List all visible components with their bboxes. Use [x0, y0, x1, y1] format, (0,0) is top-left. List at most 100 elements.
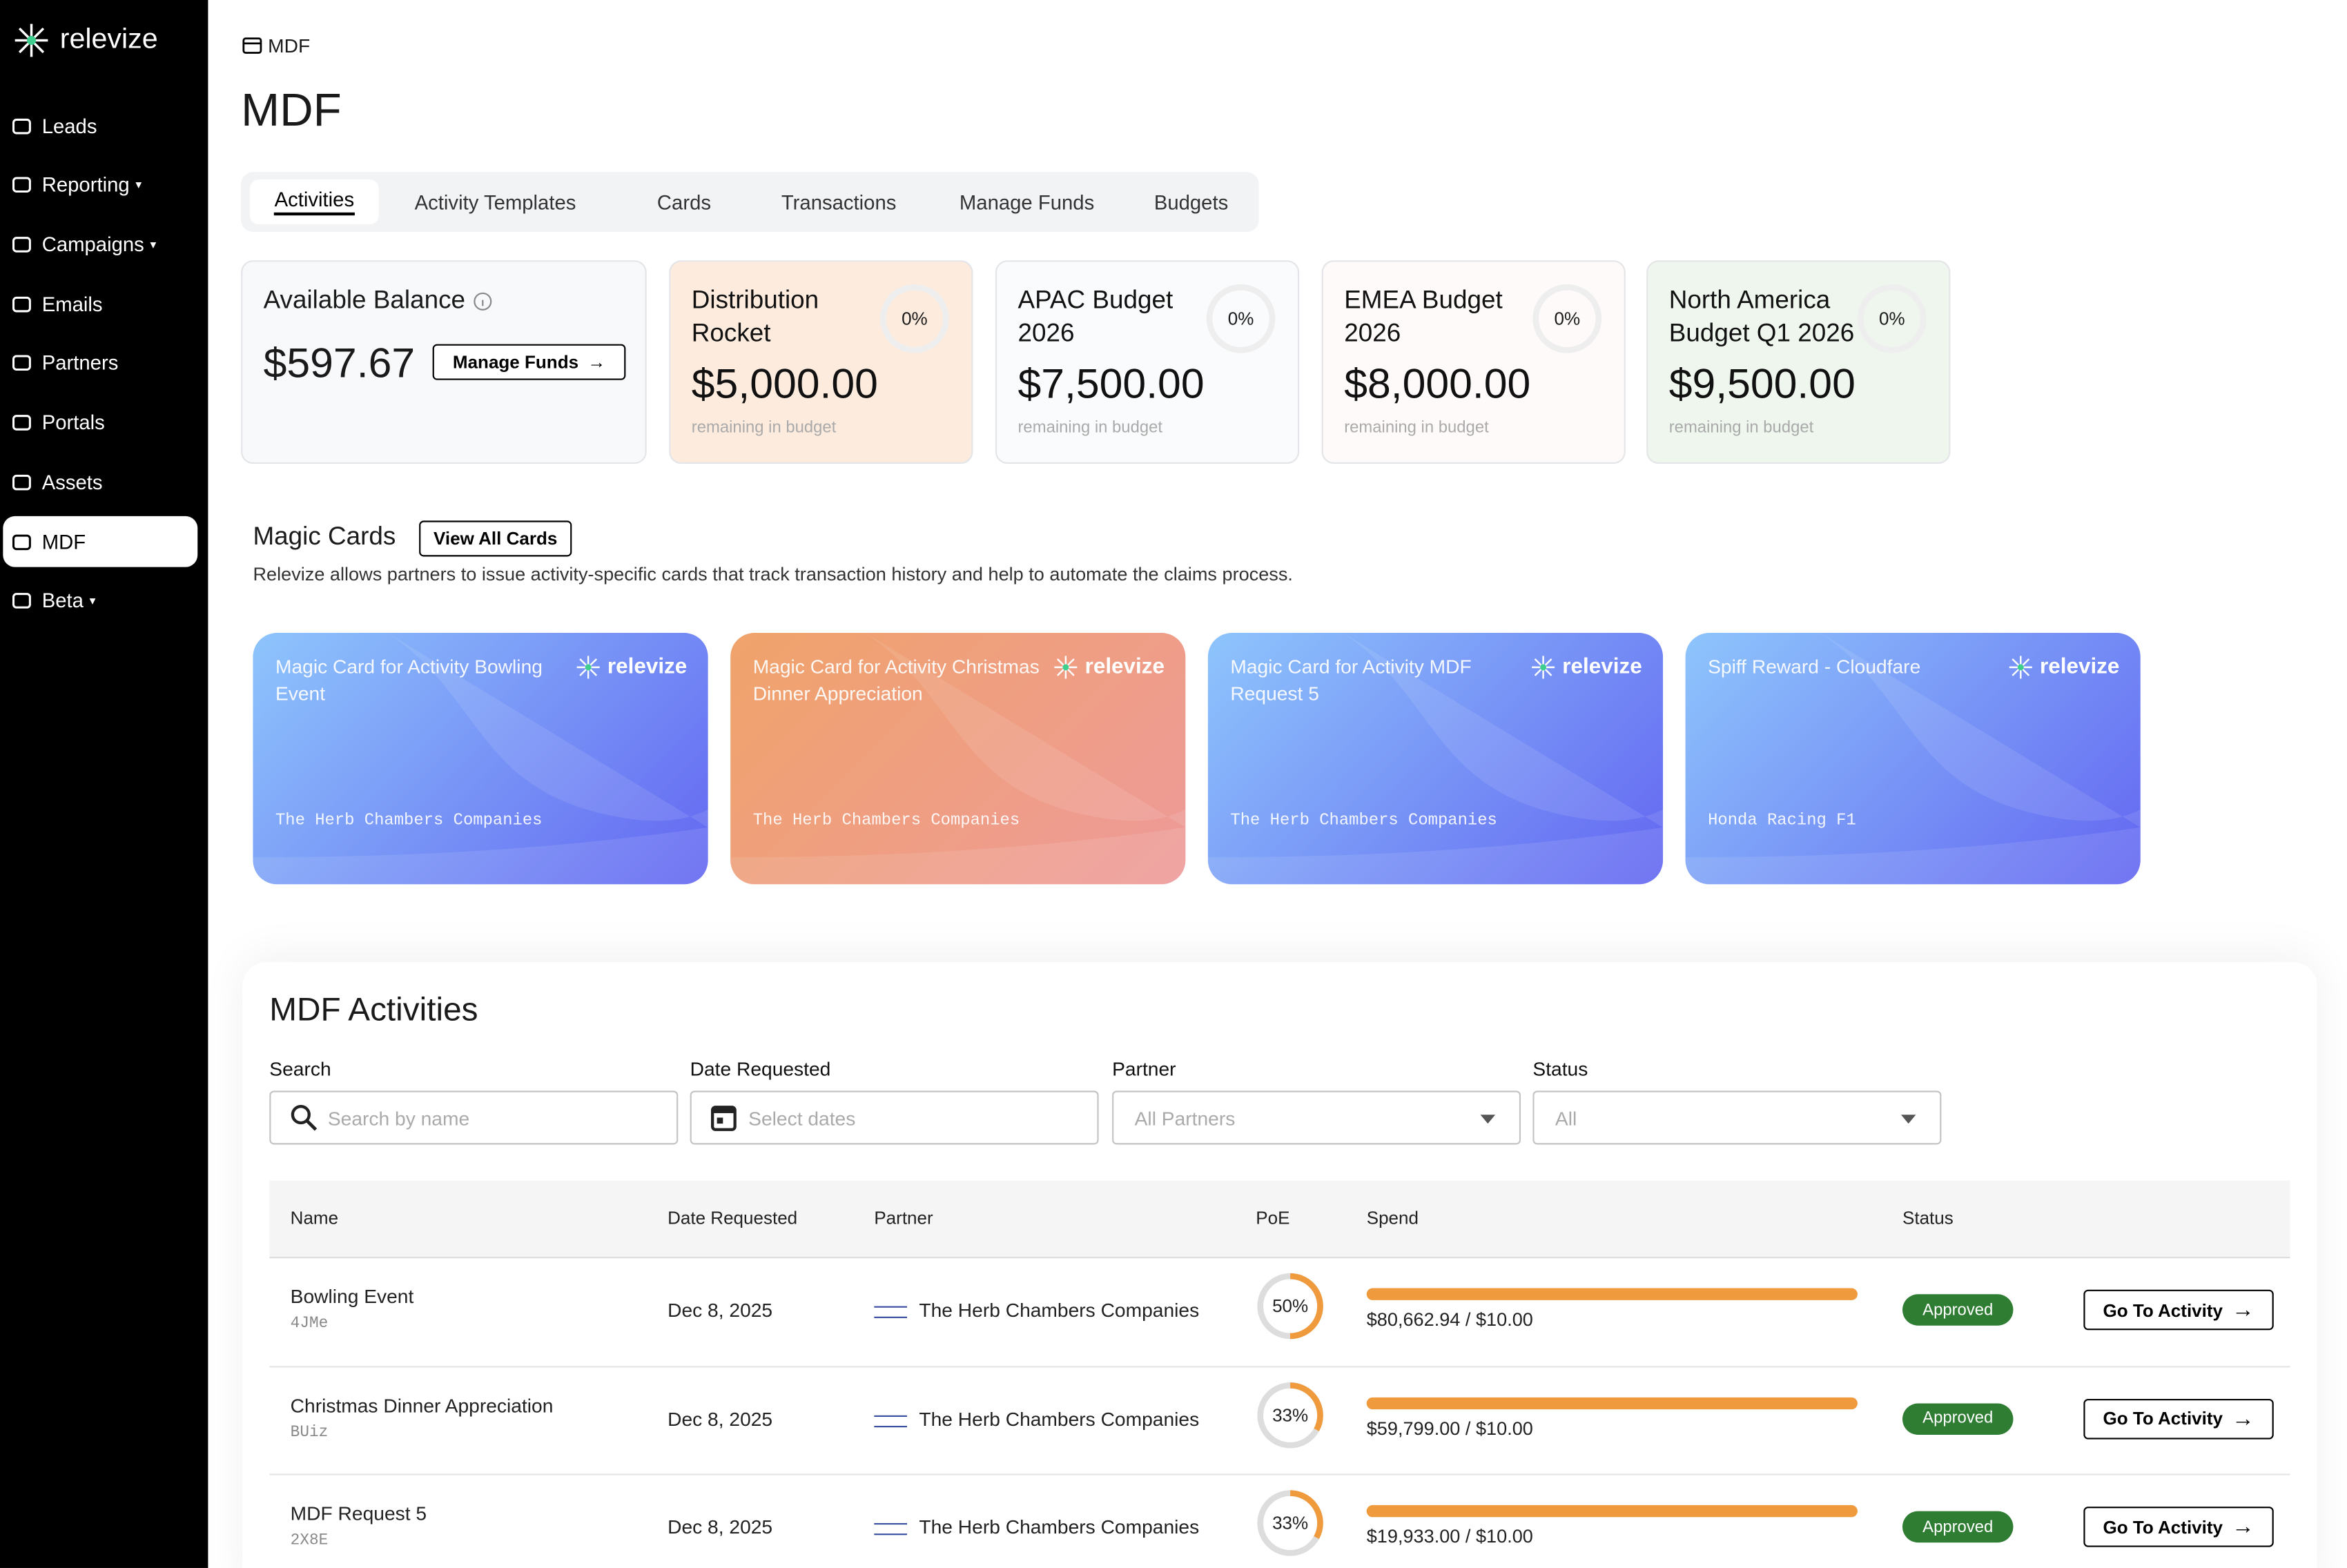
dot — [1539, 664, 1546, 671]
budget-percent: 0% — [902, 308, 928, 329]
balance-card: Available Balance $597.67 Manage Funds → — [241, 260, 647, 464]
nav-label: Campaigns — [41, 233, 144, 256]
nav-icon — [12, 177, 31, 193]
brand-icon — [576, 656, 600, 679]
brand-text: relevize — [1084, 655, 1165, 680]
budget-amount: $7,500.00 — [1017, 360, 1205, 407]
filter-label: Partner — [1112, 1057, 1176, 1081]
card-title: Spiff Reward - Cloudfare — [1708, 655, 1921, 678]
column-header: PoE — [1256, 1207, 1290, 1228]
ring-wrap: 0% — [879, 283, 951, 355]
icon-shape — [12, 474, 31, 490]
icon-shape — [12, 533, 31, 550]
card-title: Magic Card for Activity Christmas Dinner… — [752, 655, 1040, 705]
filter-input[interactable]: All Partners — [1112, 1090, 1521, 1145]
activities-panel — [242, 961, 2317, 1568]
button-text: View All Cards — [434, 528, 558, 549]
card-holder: The Herb Chambers Companies — [275, 812, 543, 831]
card-title: Magic Card for Activity MDF Request 5 — [1230, 655, 1472, 705]
page-title: MDF — [241, 84, 342, 137]
icon-shape — [12, 177, 31, 193]
tab[interactable]: Activity Templates — [400, 179, 591, 224]
budget-amount: $5,000.00 — [691, 360, 878, 407]
row-poe: 33% — [1272, 1512, 1309, 1534]
icon-shape — [12, 415, 31, 431]
magic-card[interactable]: Magic Card for Activity MDF Request 5 rel… — [1207, 633, 1664, 885]
nav-item[interactable]: Leads — [3, 100, 197, 151]
magic-card[interactable]: Magic Card for Activity Bowling Event rel… — [253, 633, 708, 885]
logo-icon — [14, 23, 48, 57]
tab[interactable]: Activities — [250, 179, 379, 225]
cal — [710, 1106, 737, 1131]
tab[interactable]: Manage Funds — [944, 179, 1109, 224]
nav-item[interactable]: Beta ▾ — [3, 576, 197, 627]
tab[interactable]: Transactions — [766, 179, 911, 224]
row-status: Approved — [1902, 1402, 2014, 1434]
nav-label: Reporting — [41, 174, 130, 197]
budget-caption: remaining in budget — [1017, 419, 1163, 438]
manage-funds-button[interactable]: Manage Funds → — [432, 344, 626, 380]
tab-label: Activities — [274, 188, 355, 216]
breadcrumb-text: MDF — [268, 34, 311, 57]
tab-bar — [241, 172, 1259, 233]
dropdown-arrow — [1900, 1115, 1916, 1124]
budget-name: Distribution Rocket — [691, 286, 819, 347]
nav-item[interactable]: MDF — [3, 516, 198, 567]
filter-input[interactable]: All — [1532, 1090, 1942, 1145]
go-to-activity-button[interactable]: Go To Activity → — [2083, 1289, 2274, 1331]
placeholder: Select dates — [748, 1106, 856, 1129]
arrow: → — [2232, 1405, 2255, 1431]
tab[interactable]: Budgets — [1139, 179, 1243, 224]
ring-track — [1532, 284, 1602, 353]
nav-icon — [12, 355, 31, 371]
card-holder: Honda Racing F1 — [1708, 812, 1856, 831]
icon-shape — [12, 296, 31, 312]
icon-shape — [12, 237, 31, 253]
ring — [1257, 1273, 1323, 1340]
nav-item[interactable]: Portals — [3, 398, 197, 449]
triangle — [1480, 1115, 1496, 1124]
sidebar: relevize Leads Reporting ▾ Campaigns ▾ Emails… — [0, 0, 208, 1568]
row-poe: 50% — [1272, 1295, 1309, 1317]
tab-label: Manage Funds — [959, 190, 1095, 213]
magic-card[interactable]: Spiff Reward - Cloudfare relevize Honda Ra… — [1685, 633, 2141, 885]
icon-shape — [12, 593, 31, 609]
ring-progress — [1257, 1273, 1323, 1340]
nav-item[interactable]: Emails — [3, 279, 197, 330]
nav-icon — [12, 415, 31, 431]
go-to-activity-button[interactable]: Go To Activity → — [2083, 1507, 2274, 1547]
go-to-activity-button[interactable]: Go To Activity → — [2083, 1398, 2274, 1439]
icon-shape — [12, 355, 31, 371]
dot — [1062, 664, 1069, 671]
row-spend: $80,662.94 / $10.00 — [1366, 1309, 1533, 1331]
ring — [1857, 284, 1927, 353]
column-header: Spend — [1366, 1207, 1419, 1228]
ring-progress — [1257, 1382, 1323, 1448]
brand-text: relevize — [2040, 655, 2120, 680]
caret: ▾ — [135, 178, 142, 193]
row-spend: $19,933.00 / $10.00 — [1366, 1526, 1533, 1547]
nav-item[interactable]: Partners — [3, 338, 197, 389]
budget-card: APAC Budget 2026 0% $7,500.00 remaining in … — [995, 260, 1300, 464]
budget-card: Distribution Rocket 0% $5,000.00 remaining … — [669, 260, 973, 464]
magic-card[interactable]: Magic Card for Activity Christmas Dinner… — [730, 633, 1186, 885]
icon-shape — [12, 118, 31, 134]
tab[interactable]: Cards — [642, 179, 725, 224]
row-id: BUiz — [290, 1423, 329, 1442]
magic-cards-title: Magic Cards — [253, 522, 396, 551]
nav-icon — [12, 533, 31, 550]
arrow: → — [2232, 1513, 2255, 1540]
ring-track — [1206, 284, 1276, 353]
activities-title: MDF Activities — [269, 990, 478, 1028]
nav-item[interactable]: Reporting ▾ — [3, 160, 197, 211]
filter-input[interactable]: Search by name — [269, 1090, 679, 1145]
nav-icon — [12, 593, 31, 609]
nav-item[interactable]: Campaigns ▾ — [3, 219, 197, 271]
cal-top — [712, 1107, 735, 1113]
budget-caption: remaining in budget — [1668, 419, 1814, 438]
view-all-cards-button[interactable]: View All Cards — [419, 520, 572, 557]
nav-item[interactable]: Assets — [3, 457, 197, 508]
filter-input[interactable]: Select dates — [690, 1090, 1099, 1145]
caret: ▾ — [89, 594, 96, 608]
